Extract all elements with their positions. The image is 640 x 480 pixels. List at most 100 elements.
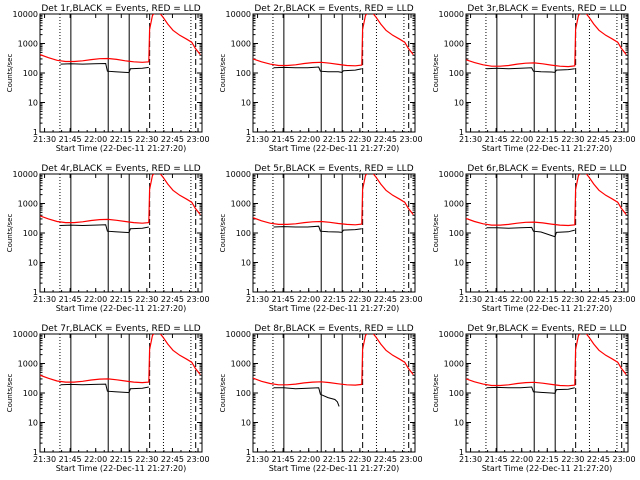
y-tick-label: 10 xyxy=(454,99,464,108)
x-tick-label: 21:45 xyxy=(59,295,82,304)
panel-det-9: Det 9r,BLACK = Events, RED = LLD 1 10 100 10… xyxy=(432,324,636,473)
y-tick-label: 1000 xyxy=(444,360,464,369)
y-tick-label: 10000 xyxy=(439,170,464,179)
x-tick-label: 22:15 xyxy=(323,455,346,464)
x-tick-label: 22:45 xyxy=(161,135,184,144)
y-tick-label: 1 xyxy=(459,448,464,457)
series-events xyxy=(60,383,149,394)
y-axis-label: Counts/sec xyxy=(432,214,440,253)
y-tick-label: 10 xyxy=(454,419,464,428)
x-tick-label: 21:45 xyxy=(272,295,295,304)
x-tick-label: 22:45 xyxy=(161,295,184,304)
panel-title: Det 4r,BLACK = Events, RED = LLD xyxy=(41,164,200,174)
x-tick-label: 22:15 xyxy=(536,295,559,304)
x-tick-label: 22:30 xyxy=(348,135,371,144)
x-tick-label: 22:45 xyxy=(587,295,610,304)
x-tick-label: 21:30 xyxy=(459,295,482,304)
y-tick-label: 1 xyxy=(459,288,464,297)
x-tick-label: 21:30 xyxy=(246,455,269,464)
panel-det-3: Det 3r,BLACK = Events, RED = LLD 1 10 100 10… xyxy=(432,4,636,153)
x-tick-label: 21:30 xyxy=(33,135,56,144)
panel-title: Det 8r,BLACK = Events, RED = LLD xyxy=(254,324,413,334)
panel-title: Det 1r,BLACK = Events, RED = LLD xyxy=(41,4,200,14)
x-tick-label: 23:00 xyxy=(186,135,209,144)
y-tick-label: 100 xyxy=(449,229,464,238)
series-events xyxy=(486,67,575,73)
x-tick-label: 22:15 xyxy=(536,135,559,144)
x-tick-label: 22:15 xyxy=(536,455,559,464)
x-tick-label: 22:30 xyxy=(561,455,584,464)
y-tick-label: 10000 xyxy=(226,170,251,179)
x-axis-label: Start Time (22-Dec-11 21:27:20) xyxy=(482,464,613,473)
panel-det-5: Det 5r,BLACK = Events, RED = LLD 1 10 100 10… xyxy=(219,164,423,313)
series-events xyxy=(273,66,362,73)
y-axis-label: Counts/sec xyxy=(6,54,14,93)
x-tick-label: 22:30 xyxy=(561,135,584,144)
series-lld xyxy=(253,334,414,386)
panel-title: Det 3r,BLACK = Events, RED = LLD xyxy=(467,4,626,14)
x-tick-label: 23:00 xyxy=(399,135,422,144)
x-tick-label: 21:30 xyxy=(33,295,56,304)
x-axis-label: Start Time (22-Dec-11 21:27:20) xyxy=(269,464,400,473)
x-tick-label: 23:00 xyxy=(399,295,422,304)
plot-series xyxy=(466,174,627,238)
panel-title: Det 2r,BLACK = Events, RED = LLD xyxy=(254,4,413,14)
x-tick-label: 21:45 xyxy=(272,135,295,144)
x-tick-label: 22:45 xyxy=(587,455,610,464)
y-tick-label: 1 xyxy=(246,448,251,457)
plot-frame xyxy=(465,13,629,133)
x-tick-label: 21:45 xyxy=(485,295,508,304)
series-lld xyxy=(40,334,201,384)
x-tick-label: 21:45 xyxy=(59,455,82,464)
x-tick-label: 23:00 xyxy=(186,295,209,304)
y-tick-label: 1000 xyxy=(231,200,251,209)
series-events xyxy=(273,387,340,407)
x-axis-label: Start Time (22-Dec-11 21:27:20) xyxy=(482,144,613,153)
x-tick-label: 22:30 xyxy=(348,295,371,304)
panel-det-8: Det 8r,BLACK = Events, RED = LLD 1 10 100 10… xyxy=(219,324,423,473)
plot-series xyxy=(466,14,627,73)
y-tick-label: 100 xyxy=(236,389,251,398)
x-axis-label: Start Time (22-Dec-11 21:27:20) xyxy=(56,144,187,153)
plot-frame xyxy=(39,333,203,453)
x-axis-label: Start Time (22-Dec-11 21:27:20) xyxy=(56,304,187,313)
y-tick-label: 1 xyxy=(459,128,464,137)
x-tick-label: 22:00 xyxy=(297,455,320,464)
y-tick-label: 10 xyxy=(28,419,38,428)
y-tick-label: 10 xyxy=(241,419,251,428)
x-tick-label: 22:15 xyxy=(110,295,133,304)
y-tick-label: 1 xyxy=(33,128,38,137)
x-tick-label: 23:00 xyxy=(612,135,635,144)
y-tick-label: 1000 xyxy=(18,360,38,369)
x-tick-label: 22:30 xyxy=(561,295,584,304)
series-events xyxy=(273,225,362,233)
y-tick-label: 1000 xyxy=(18,200,38,209)
x-tick-label: 22:45 xyxy=(374,295,397,304)
x-tick-label: 22:00 xyxy=(510,455,533,464)
y-axis-label: Counts/sec xyxy=(219,374,227,413)
plot-frame xyxy=(465,173,629,293)
series-lld xyxy=(40,174,201,224)
y-axis-label: Counts/sec xyxy=(219,214,227,253)
plot-series xyxy=(40,174,201,234)
x-tick-label: 22:00 xyxy=(84,295,107,304)
y-axis-label: Counts/sec xyxy=(6,374,14,413)
x-tick-label: 21:30 xyxy=(459,455,482,464)
y-tick-label: 10000 xyxy=(226,10,251,19)
x-tick-label: 22:45 xyxy=(587,135,610,144)
y-tick-label: 1 xyxy=(246,288,251,297)
x-tick-label: 22:30 xyxy=(135,455,158,464)
x-tick-label: 22:45 xyxy=(374,455,397,464)
x-axis-label: Start Time (22-Dec-11 21:27:20) xyxy=(56,464,187,473)
x-tick-label: 21:45 xyxy=(59,135,82,144)
y-tick-label: 100 xyxy=(23,69,38,78)
x-axis-label: Start Time (22-Dec-11 21:27:20) xyxy=(269,304,400,313)
series-events xyxy=(60,62,149,74)
y-tick-label: 100 xyxy=(23,389,38,398)
y-axis-label: Counts/sec xyxy=(432,374,440,413)
y-tick-label: 10 xyxy=(28,99,38,108)
panel-title: Det 7r,BLACK = Events, RED = LLD xyxy=(41,324,200,334)
y-tick-label: 10 xyxy=(28,259,38,268)
series-events xyxy=(486,386,575,394)
